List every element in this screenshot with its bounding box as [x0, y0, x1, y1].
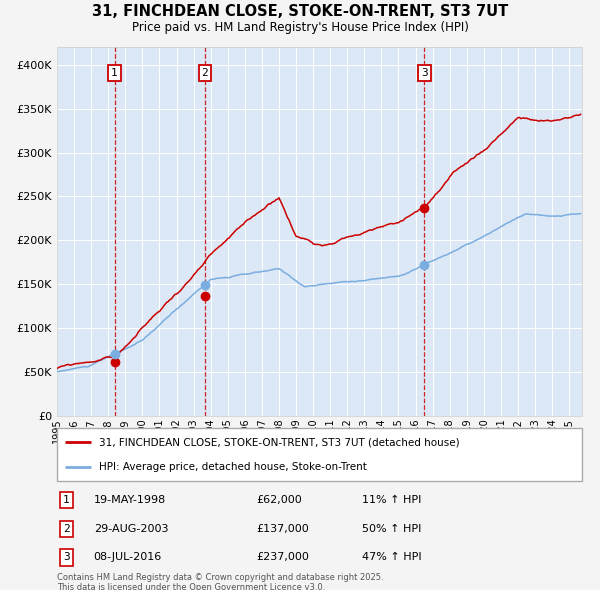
- Text: 11% ↑ HPI: 11% ↑ HPI: [361, 495, 421, 505]
- Text: 3: 3: [63, 552, 70, 562]
- Text: 31, FINCHDEAN CLOSE, STOKE-ON-TRENT, ST3 7UT (detached house): 31, FINCHDEAN CLOSE, STOKE-ON-TRENT, ST3…: [99, 437, 460, 447]
- Text: 31, FINCHDEAN CLOSE, STOKE-ON-TRENT, ST3 7UT: 31, FINCHDEAN CLOSE, STOKE-ON-TRENT, ST3…: [92, 4, 508, 19]
- Text: 1: 1: [111, 68, 118, 78]
- Text: £137,000: £137,000: [257, 524, 309, 533]
- Text: Contains HM Land Registry data © Crown copyright and database right 2025.: Contains HM Land Registry data © Crown c…: [57, 573, 383, 582]
- Text: 50% ↑ HPI: 50% ↑ HPI: [361, 524, 421, 533]
- Text: £237,000: £237,000: [257, 552, 310, 562]
- Text: 19-MAY-1998: 19-MAY-1998: [94, 495, 166, 505]
- Text: 08-JUL-2016: 08-JUL-2016: [94, 552, 162, 562]
- Text: 2: 2: [202, 68, 208, 78]
- Text: 2: 2: [63, 524, 70, 533]
- Text: £62,000: £62,000: [257, 495, 302, 505]
- Text: This data is licensed under the Open Government Licence v3.0.: This data is licensed under the Open Gov…: [57, 583, 325, 590]
- Text: 1: 1: [63, 495, 70, 505]
- Text: 47% ↑ HPI: 47% ↑ HPI: [361, 552, 421, 562]
- Text: 3: 3: [421, 68, 428, 78]
- Text: HPI: Average price, detached house, Stoke-on-Trent: HPI: Average price, detached house, Stok…: [99, 461, 367, 471]
- Text: 29-AUG-2003: 29-AUG-2003: [94, 524, 168, 533]
- Text: Price paid vs. HM Land Registry's House Price Index (HPI): Price paid vs. HM Land Registry's House …: [131, 21, 469, 34]
